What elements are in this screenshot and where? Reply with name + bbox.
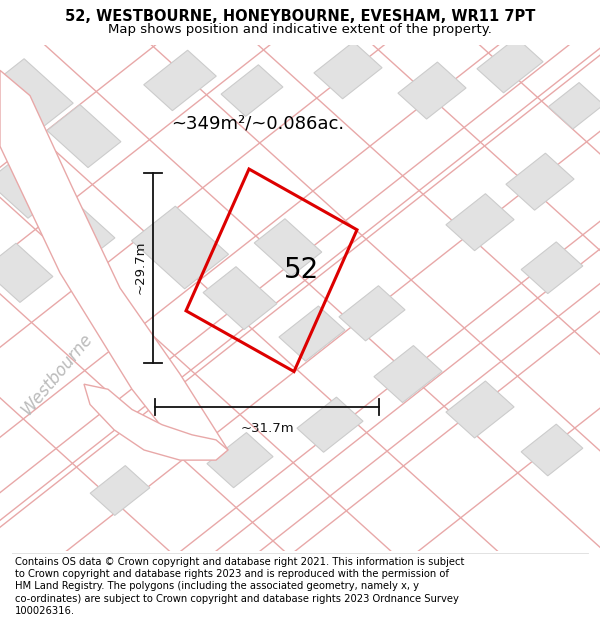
Polygon shape bbox=[548, 82, 600, 129]
Text: HM Land Registry. The polygons (including the associated geometry, namely x, y: HM Land Registry. The polygons (includin… bbox=[15, 581, 419, 591]
Text: ~349m²/~0.086ac.: ~349m²/~0.086ac. bbox=[172, 114, 344, 132]
Text: to Crown copyright and database rights 2023 and is reproduced with the permissio: to Crown copyright and database rights 2… bbox=[15, 569, 449, 579]
Polygon shape bbox=[521, 424, 583, 476]
Polygon shape bbox=[0, 59, 73, 132]
Text: Map shows position and indicative extent of the property.: Map shows position and indicative extent… bbox=[108, 23, 492, 36]
Text: 100026316.: 100026316. bbox=[15, 606, 75, 616]
Polygon shape bbox=[314, 42, 382, 99]
Polygon shape bbox=[203, 267, 277, 329]
Polygon shape bbox=[0, 243, 53, 302]
Polygon shape bbox=[84, 384, 228, 460]
Polygon shape bbox=[374, 346, 442, 403]
Polygon shape bbox=[47, 104, 121, 168]
Polygon shape bbox=[207, 432, 273, 488]
Polygon shape bbox=[221, 65, 283, 116]
Polygon shape bbox=[0, 155, 61, 218]
Polygon shape bbox=[339, 286, 405, 341]
Polygon shape bbox=[446, 381, 514, 438]
Text: ~29.7m: ~29.7m bbox=[133, 241, 146, 294]
Polygon shape bbox=[477, 38, 543, 93]
Text: 52, WESTBOURNE, HONEYBOURNE, EVESHAM, WR11 7PT: 52, WESTBOURNE, HONEYBOURNE, EVESHAM, WR… bbox=[65, 9, 535, 24]
Polygon shape bbox=[90, 466, 150, 516]
Polygon shape bbox=[131, 206, 229, 289]
Polygon shape bbox=[0, 70, 228, 450]
Polygon shape bbox=[254, 219, 322, 276]
Polygon shape bbox=[41, 201, 115, 264]
Text: 52: 52 bbox=[284, 256, 319, 284]
Polygon shape bbox=[144, 50, 216, 111]
Polygon shape bbox=[521, 242, 583, 294]
Polygon shape bbox=[297, 397, 363, 452]
Polygon shape bbox=[506, 153, 574, 210]
Polygon shape bbox=[279, 306, 345, 361]
Text: Contains OS data © Crown copyright and database right 2021. This information is : Contains OS data © Crown copyright and d… bbox=[15, 557, 464, 567]
Polygon shape bbox=[398, 62, 466, 119]
Text: Westbourne: Westbourne bbox=[18, 330, 96, 418]
Polygon shape bbox=[446, 194, 514, 251]
Text: ~31.7m: ~31.7m bbox=[240, 422, 294, 435]
Text: co-ordinates) are subject to Crown copyright and database rights 2023 Ordnance S: co-ordinates) are subject to Crown copyr… bbox=[15, 594, 459, 604]
